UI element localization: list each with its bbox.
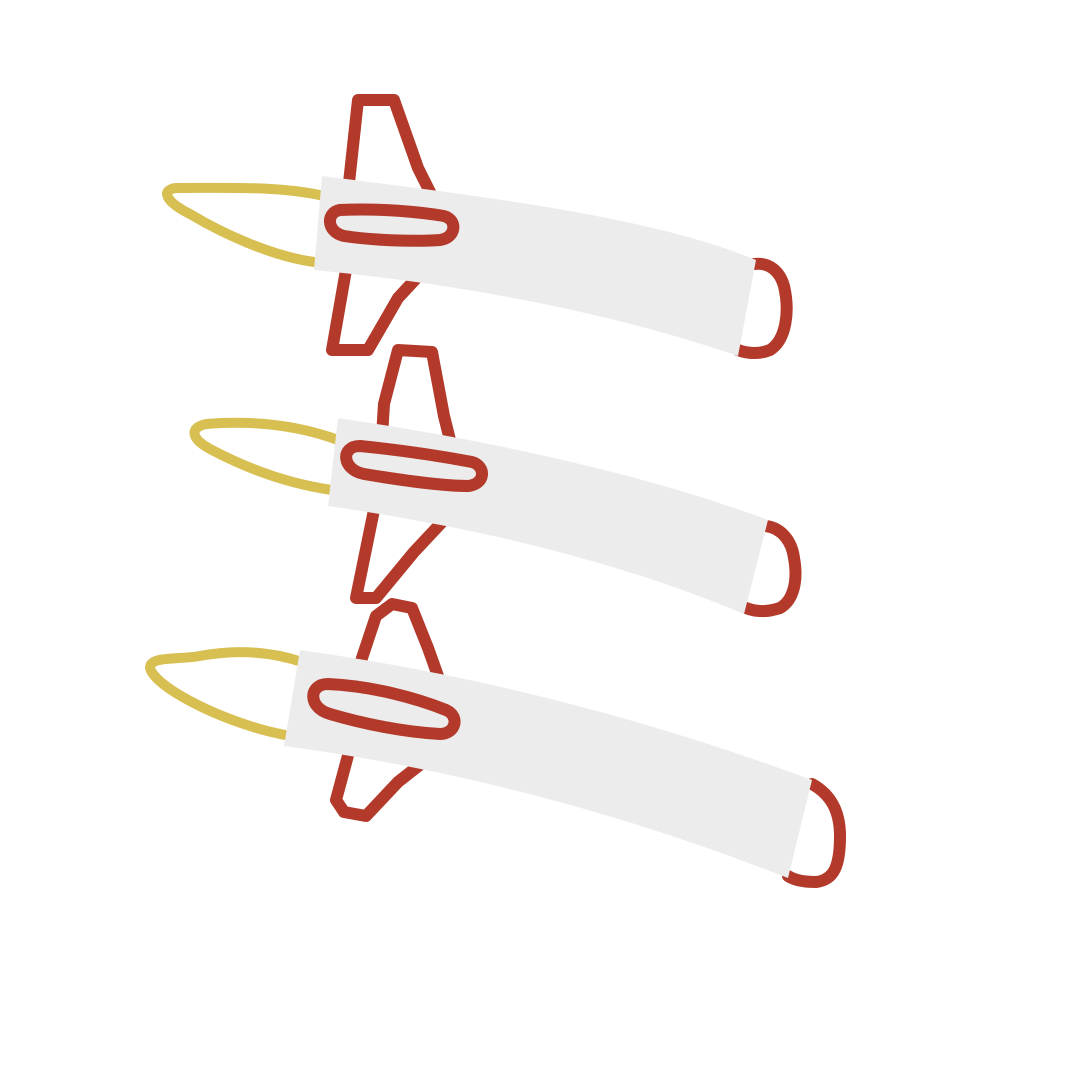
rocket-fin-top bbox=[354, 598, 444, 682]
rocket-fin-bottom bbox=[350, 504, 450, 604]
rocket-body bbox=[314, 176, 756, 356]
rocket-window bbox=[307, 678, 461, 740]
rocket-flame bbox=[189, 417, 343, 495]
rocket-nose bbox=[740, 520, 802, 617]
rocket-icon bbox=[189, 344, 802, 617]
rocket-body bbox=[284, 650, 812, 878]
rocket-flame bbox=[145, 647, 307, 741]
rocket-fin-bottom bbox=[330, 742, 432, 822]
rocket-icon bbox=[162, 94, 793, 359]
rocket-fin-top bbox=[342, 94, 438, 202]
rocket-window bbox=[324, 203, 460, 247]
rocket-fin-bottom bbox=[326, 264, 430, 356]
rocket-flame bbox=[162, 182, 329, 267]
rocket-nose bbox=[732, 257, 793, 359]
rocket-window bbox=[340, 440, 488, 492]
rocket-nose bbox=[782, 778, 846, 888]
rocket-fin-top bbox=[376, 344, 456, 446]
rocket-icon bbox=[145, 598, 846, 888]
rocket-body bbox=[328, 418, 768, 614]
